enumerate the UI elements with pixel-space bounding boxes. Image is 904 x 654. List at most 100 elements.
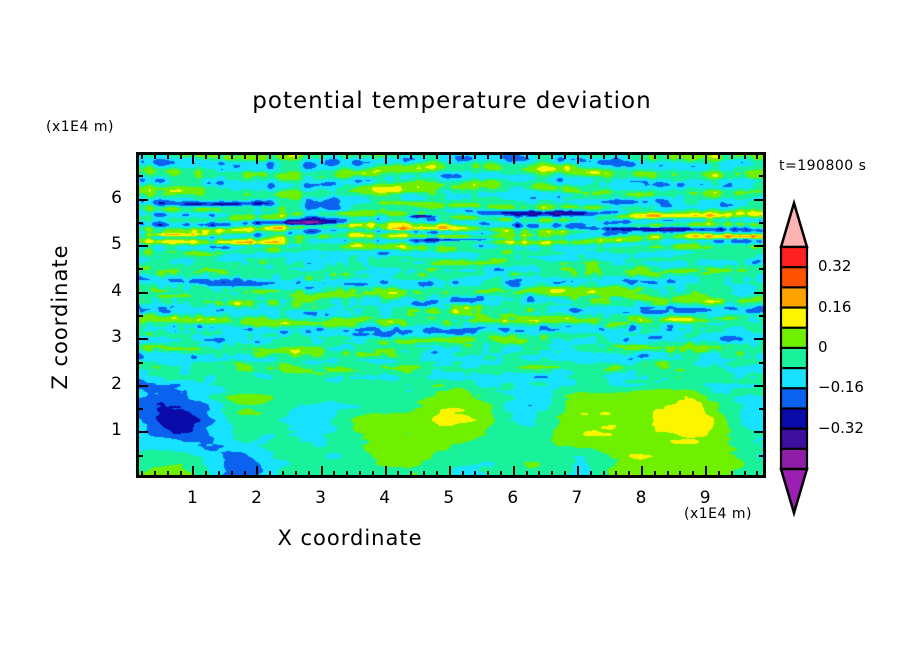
x-minor-tick-top [615,152,617,159]
x-minor-tick-top [667,152,669,159]
x-minor-tick [244,471,246,478]
y-major-tick [136,199,148,201]
contour-field [136,152,766,478]
x-tick-label: 2 [251,488,262,508]
x-minor-tick [615,471,617,478]
x-major-tick [385,466,387,478]
x-minor-tick-top [564,152,566,159]
x-tick-label: 6 [507,488,519,508]
y-major-tick-right [754,385,766,387]
x-minor-tick [487,471,489,478]
x-minor-tick [372,471,374,478]
y-tick-label: 6 [111,187,122,208]
y-minor-tick-right [759,315,766,317]
x-minor-tick [603,471,605,478]
x-minor-tick [141,471,143,478]
x-major-tick-top [449,152,451,164]
x-minor-tick-top [359,152,361,159]
colorbar-tick-label: 0.32 [818,257,852,276]
x-minor-tick-top [500,152,502,159]
x-minor-tick [538,471,540,478]
colorbar-band [779,366,809,390]
x-minor-tick [180,471,182,478]
y-tick-label: 2 [111,373,122,394]
colorbar-band [779,326,809,350]
x-minor-tick [654,471,656,478]
y-minor-tick-right [759,455,766,457]
x-major-tick-top [705,152,707,164]
x-minor-tick-top [423,152,425,159]
x-minor-tick [628,471,630,478]
y-major-tick-right [754,338,766,340]
y-axis-unit-label: (x1E4 m) [46,119,114,135]
y-major-tick-right [754,245,766,247]
colorbar-band [779,387,809,411]
x-minor-tick-top [756,152,758,159]
x-axis-title: X coordinate [277,526,423,550]
y-minor-tick-right [759,222,766,224]
y-major-tick [136,431,148,433]
x-minor-tick-top [372,152,374,159]
x-major-tick [705,466,707,478]
colorbar-band [779,447,809,471]
x-minor-tick [564,471,566,478]
y-minor-tick [136,455,143,457]
x-major-tick [256,466,258,478]
colorbar-band [779,407,809,431]
y-minor-tick [136,268,143,270]
x-minor-tick [500,471,502,478]
x-minor-tick [679,471,681,478]
y-major-tick [136,245,148,247]
x-major-tick-top [385,152,387,164]
x-minor-tick [231,471,233,478]
x-minor-tick [282,471,284,478]
x-minor-tick [397,471,399,478]
y-minor-tick [136,315,143,317]
x-minor-tick-top [282,152,284,159]
y-major-tick-right [754,292,766,294]
x-minor-tick-top [180,152,182,159]
timestamp-annotation: t=190800 s [779,158,867,174]
y-minor-tick-right [759,175,766,177]
colorbar-band [779,286,809,310]
colorbar-band [779,245,809,269]
x-major-tick-top [513,152,515,164]
x-minor-tick-top [679,152,681,159]
x-minor-tick [756,471,758,478]
x-minor-tick-top [154,152,156,159]
x-tick-label: 5 [443,488,455,508]
x-major-tick [321,466,323,478]
y-minor-tick-right [759,408,766,410]
y-major-tick [136,292,148,294]
x-tick-label: 3 [315,488,326,508]
y-minor-tick [136,222,143,224]
colorbar-band [779,346,809,370]
x-minor-tick-top [346,152,348,159]
x-minor-tick [436,471,438,478]
y-minor-tick [136,175,143,177]
colorbar-tick-label: 0 [818,337,828,356]
x-minor-tick-top [218,152,220,159]
y-minor-tick-right [759,268,766,270]
x-major-tick [641,466,643,478]
x-major-tick [513,466,515,478]
colorbar-band [779,427,809,451]
colorbar-tick-label: 0.16 [818,297,852,316]
colorbar-band [779,306,809,330]
x-minor-tick [295,471,297,478]
x-minor-tick [308,471,310,478]
x-minor-tick [333,471,335,478]
chart-title: potential temperature deviation [252,88,652,114]
x-minor-tick [269,471,271,478]
x-minor-tick [205,471,207,478]
y-tick-label: 3 [111,327,122,348]
x-minor-tick-top [603,152,605,159]
x-minor-tick-top [205,152,207,159]
x-tick-label: 1 [186,488,198,508]
x-minor-tick-top [308,152,310,159]
x-major-tick-top [192,152,194,164]
colorbar-over-cap [779,198,809,249]
x-minor-tick [718,471,720,478]
x-minor-tick [346,471,348,478]
x-minor-tick-top [436,152,438,159]
